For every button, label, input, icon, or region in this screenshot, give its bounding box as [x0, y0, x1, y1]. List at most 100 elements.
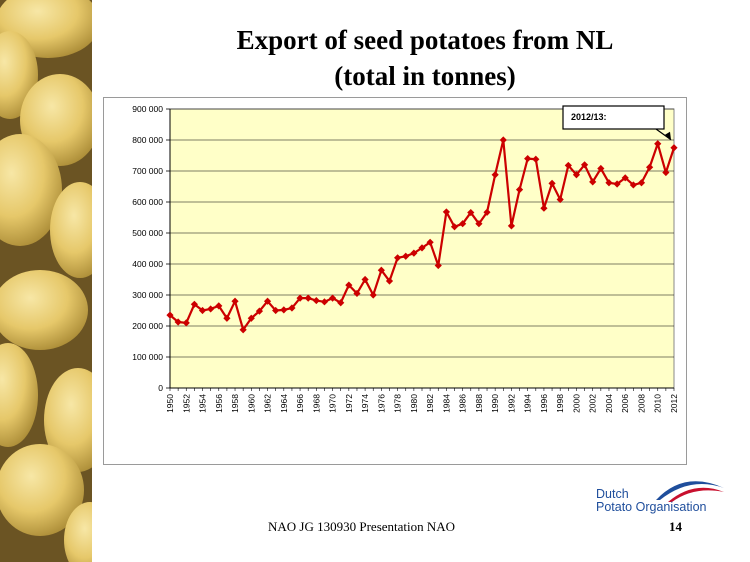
y-tick-label: 600 000 — [132, 197, 163, 207]
data-point — [475, 220, 483, 228]
x-tick-label: 1988 — [474, 394, 484, 413]
annotation-arrow — [655, 128, 672, 141]
x-tick-label: 1964 — [279, 394, 289, 413]
logo-text-dutch: Dutch — [596, 487, 629, 501]
logo-text-potato-organisation: Potato Organisation — [596, 500, 707, 514]
x-tick-label: 2006 — [620, 394, 630, 413]
x-tick-label: 1956 — [214, 394, 224, 413]
data-point — [467, 208, 475, 217]
y-tick-label: 800 000 — [132, 135, 163, 145]
data-point — [548, 179, 556, 187]
data-point — [532, 155, 540, 163]
data-point — [361, 275, 369, 284]
data-point — [288, 304, 296, 312]
slide-title-line2: (total in tonnes) — [334, 61, 516, 91]
x-tick-label: 1954 — [198, 394, 208, 413]
y-tick-label: 900 000 — [132, 104, 163, 114]
x-tick-label: 1994 — [523, 394, 533, 413]
y-tick-label: 500 000 — [132, 228, 163, 238]
data-point — [637, 179, 646, 187]
x-tick-label: 2002 — [588, 394, 598, 413]
data-point — [459, 220, 467, 228]
x-tick-label: 1972 — [344, 394, 354, 413]
footer-text: NAO JG 130930 Presentation NAO — [268, 519, 456, 534]
x-tick-label: 1952 — [181, 394, 191, 413]
data-point — [613, 180, 621, 188]
x-tick-label: 1976 — [376, 394, 386, 413]
data-point — [247, 314, 255, 322]
x-tick-label: 1986 — [458, 394, 468, 413]
data-point — [280, 306, 288, 314]
data-point — [207, 305, 215, 313]
data-point — [166, 311, 174, 319]
data-point — [426, 238, 434, 246]
data-point — [402, 252, 410, 260]
data-point — [337, 299, 345, 307]
x-tick-label: 1982 — [425, 394, 435, 413]
data-point — [670, 144, 678, 152]
slide-title: Export of seed potatoes from NL (total i… — [110, 22, 740, 94]
x-tick-label: 1962 — [263, 394, 273, 413]
data-point — [662, 168, 670, 177]
y-tick-label: 700 000 — [132, 166, 163, 176]
page-number: 14 — [669, 519, 682, 534]
data-point — [629, 181, 637, 189]
data-point — [572, 171, 581, 179]
x-tick-label: 2004 — [604, 394, 614, 413]
data-point — [605, 179, 613, 187]
slide-title-line1: Export of seed potatoes from NL — [236, 25, 614, 55]
data-point — [646, 163, 654, 171]
y-tick-label: 0 — [158, 383, 163, 393]
data-point — [597, 164, 605, 173]
data-point — [410, 249, 418, 257]
line-chart: 0 100 000 200 000 300 000 400 000 500 000 600 … — [132, 104, 679, 413]
data-point — [556, 195, 564, 204]
x-tick-label: 1992 — [506, 394, 516, 413]
x-tick-label: 1998 — [555, 394, 565, 413]
x-tick-label: 1974 — [360, 394, 370, 413]
x-tick-label: 1950 — [165, 394, 175, 413]
x-tick-label: 2012 — [669, 394, 679, 413]
data-point — [483, 208, 491, 216]
data-point — [385, 277, 394, 285]
y-tick-label: 400 000 — [132, 259, 163, 269]
data-point — [621, 174, 629, 182]
annotation-box — [562, 105, 665, 130]
x-tick-label: 1978 — [393, 394, 403, 413]
logo-swoosh-icon — [656, 481, 724, 502]
potato-background-image — [0, 0, 92, 562]
x-tick-label: 1984 — [441, 394, 451, 413]
data-point — [450, 223, 459, 231]
x-tick-label: 1968 — [311, 394, 321, 413]
x-tick-label: 2010 — [653, 394, 663, 413]
chart-frame: 0 100 000 200 000 300 000 400 000 500 000 600 … — [103, 97, 687, 465]
data-point — [434, 261, 442, 270]
data-point — [377, 266, 385, 274]
y-tick-label: 200 000 — [132, 321, 163, 331]
data-point — [507, 222, 516, 230]
data-point — [524, 155, 532, 163]
data-point — [654, 140, 662, 148]
y-tick-label: 300 000 — [132, 290, 163, 300]
x-tick-label: 1958 — [230, 394, 240, 413]
x-tick-label: 2000 — [571, 394, 581, 413]
data-point — [589, 178, 597, 186]
x-tick-label: 2008 — [636, 394, 646, 413]
x-tick-label: 1970 — [328, 394, 338, 413]
x-tick-label: 1966 — [295, 394, 305, 413]
y-tick-label: 100 000 — [132, 352, 163, 362]
data-point — [255, 307, 264, 315]
annotation-arrowhead — [665, 131, 671, 140]
data-point — [231, 297, 239, 305]
annotation-label: 2012/13: — [571, 112, 607, 122]
data-point — [369, 291, 377, 299]
data-point — [263, 297, 272, 305]
x-tick-label: 1996 — [539, 394, 549, 413]
x-tick-label: 1990 — [490, 394, 500, 413]
data-point — [499, 136, 507, 144]
data-point — [515, 186, 524, 194]
dutch-potato-organisation-logo: Dutch Potato Organisation — [596, 474, 726, 514]
x-tick-label: 1980 — [409, 394, 419, 413]
x-tick-label: 1960 — [246, 394, 256, 413]
data-point — [272, 306, 280, 315]
